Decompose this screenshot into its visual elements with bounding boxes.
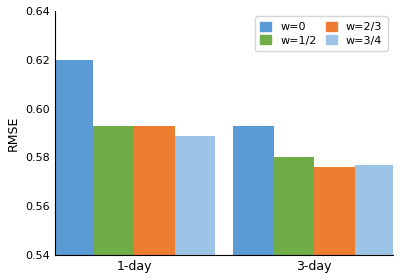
Bar	[94, 126, 134, 280]
Bar	[355, 165, 395, 280]
Bar	[134, 126, 174, 280]
Bar	[53, 60, 94, 280]
Y-axis label: RMSE: RMSE	[7, 115, 20, 151]
Bar	[233, 126, 274, 280]
Bar	[174, 136, 215, 280]
Bar	[314, 167, 355, 280]
Legend: w=0, w=1/2, w=2/3, w=3/4: w=0, w=1/2, w=2/3, w=3/4	[255, 17, 388, 51]
Bar	[274, 157, 314, 280]
